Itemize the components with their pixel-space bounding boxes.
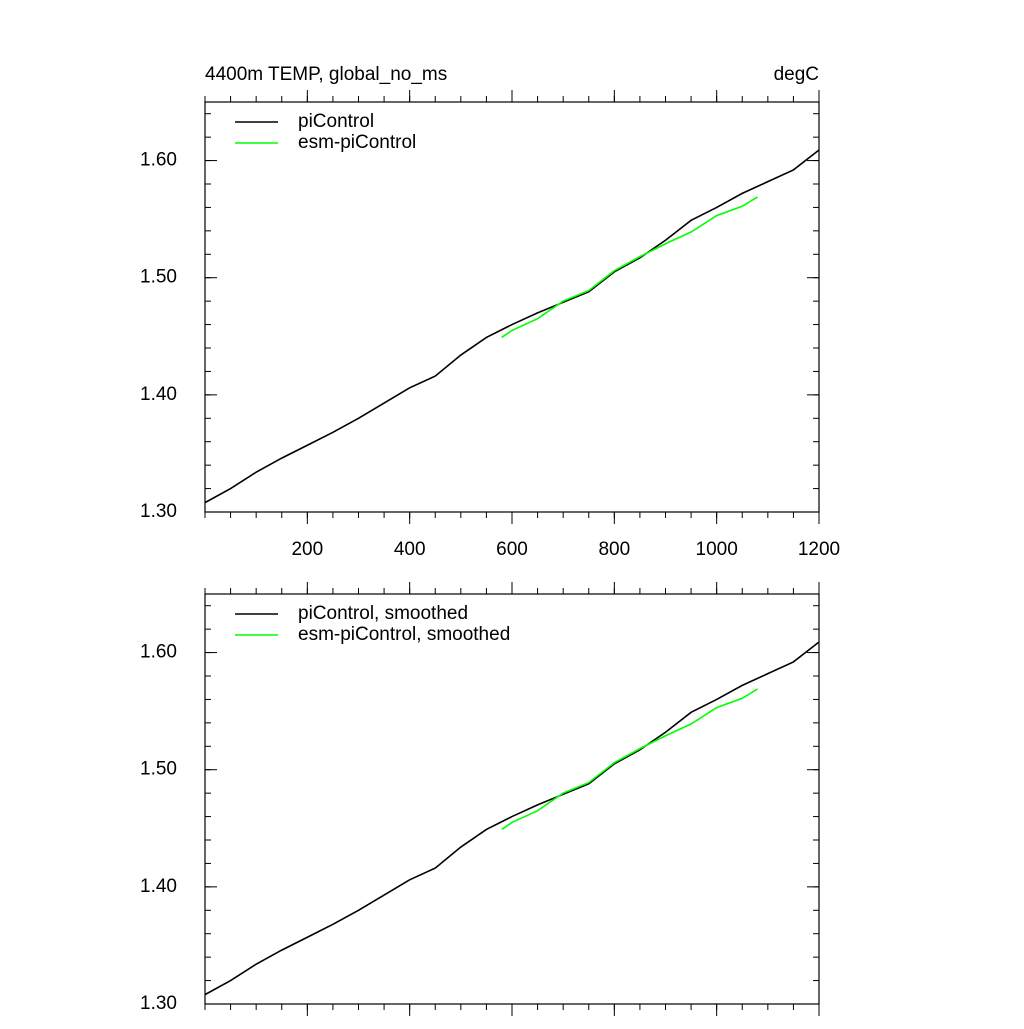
series-line [204, 641, 820, 996]
y-tick-label: 1.40 [140, 384, 177, 405]
x-tick-label: 200 [291, 539, 323, 560]
series-line [204, 149, 820, 504]
x-tick-label: 1200 [798, 539, 840, 560]
x-tick-label: 400 [394, 539, 426, 560]
y-tick-label: 1.30 [140, 501, 177, 522]
x-tick-label: 800 [598, 539, 630, 560]
y-tick-label: 1.50 [140, 267, 177, 288]
y-tick-label: 1.60 [140, 642, 177, 663]
x-tick-label: 600 [496, 539, 528, 560]
chart-title: 4400m TEMP, global_no_ms [205, 64, 447, 85]
legend-label: piControl, smoothed [298, 603, 468, 624]
legend-label: esm-piControl, smoothed [298, 624, 510, 645]
y-tick-label: 1.50 [140, 759, 177, 780]
y-tick-label: 1.60 [140, 150, 177, 171]
y-tick-label: 1.40 [140, 876, 177, 897]
legend-label: esm-piControl [298, 132, 416, 153]
series-line [501, 688, 759, 831]
x-tick-label: 1000 [696, 539, 738, 560]
y-tick-label: 1.30 [140, 993, 177, 1014]
units-label: degC [774, 64, 819, 85]
series-line [501, 196, 759, 339]
legend-label: piControl [298, 111, 374, 132]
